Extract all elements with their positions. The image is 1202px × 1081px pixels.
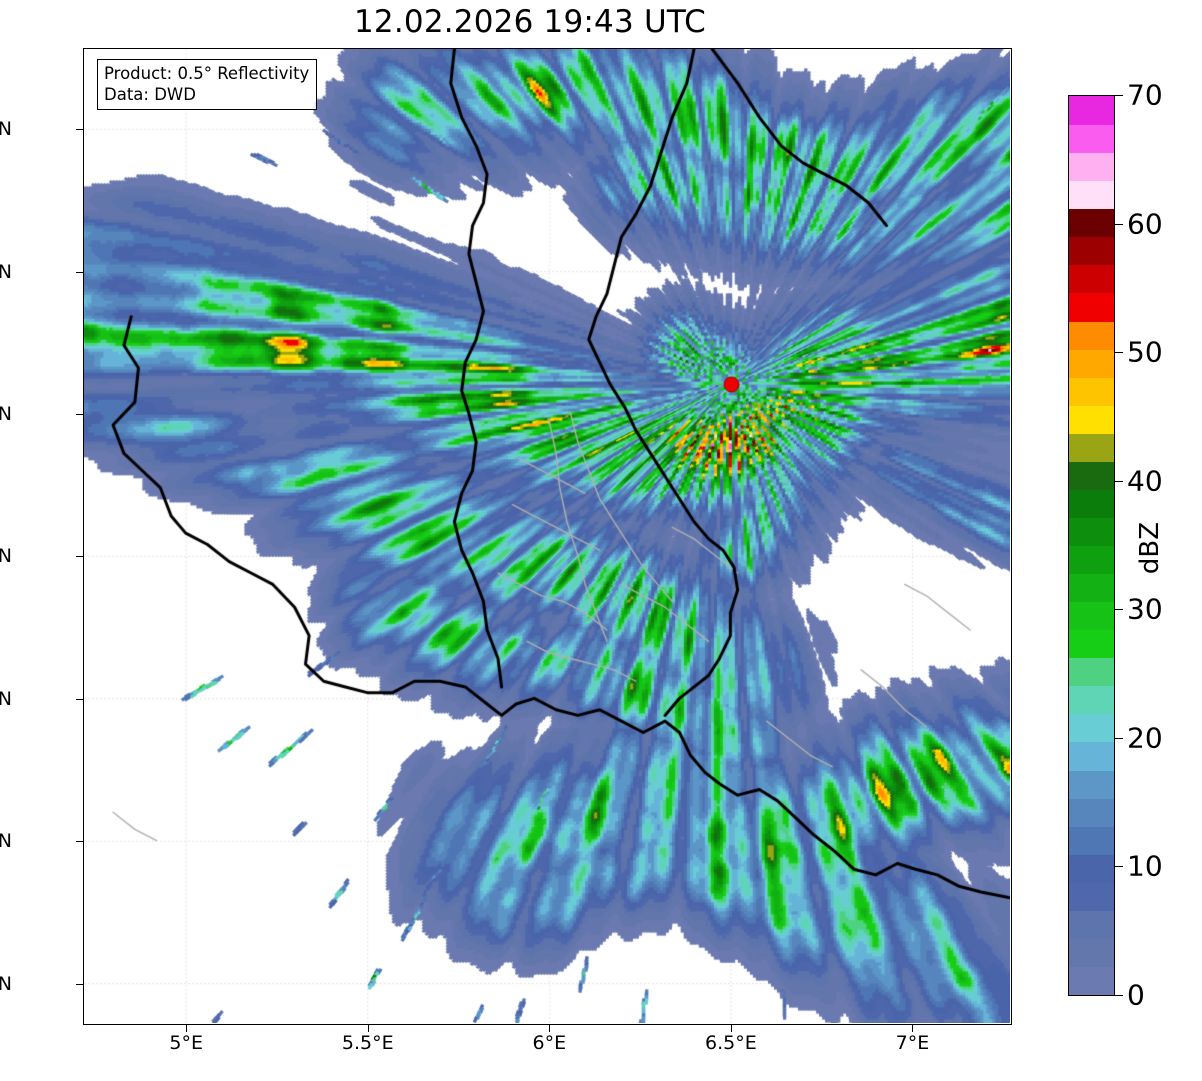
colorbar-band [1069,825,1114,855]
colorbar-band [1069,713,1114,743]
colorbar-band [1069,797,1114,827]
y-axis-tick-mark [76,414,83,416]
colorbar-band [1069,180,1114,210]
colorbar-band [1069,124,1114,154]
annotation-data-line: Data: DWD [104,85,196,105]
colorbar-tick-label: 10 [1127,849,1163,883]
colorbar-band [1069,489,1114,518]
colorbar-band [1069,769,1114,799]
radar-plot-area: Product: 0.5° Reflectivity Data: DWD [83,48,1012,1025]
x-axis-tick-mark [186,1025,188,1032]
colorbar-tick-mark [1114,609,1123,611]
colorbar [1068,95,1115,996]
colorbar-band [1069,433,1114,462]
y-axis-tick-mark [76,556,83,558]
colorbar-tick-mark [1114,737,1123,739]
colorbar-band [1069,517,1114,546]
colorbar-tick-label: 50 [1127,335,1163,369]
page-title: 12.02.2026 19:43 UTC [354,4,706,40]
x-axis-tick-mark [912,1025,914,1032]
colorbar-band [1069,573,1114,603]
colorbar-tick-mark [1114,95,1123,96]
x-axis-tick-label: 5.5°E [341,1032,394,1054]
x-axis-tick-mark [367,1025,369,1032]
colorbar-band [1069,882,1114,911]
colorbar-band [1069,376,1114,406]
colorbar-band [1069,348,1114,378]
y-axis-tick-mark [76,698,83,700]
colorbar-band [1069,264,1114,294]
x-axis-tick-label: 6°E [532,1032,567,1054]
colorbar-band [1069,320,1114,350]
colorbar-tick-mark [1114,866,1123,868]
colorbar-tick-label: 60 [1127,207,1163,241]
y-axis-tick-label: 49.75°N [0,545,12,568]
colorbar-tick-label: 0 [1127,978,1145,1012]
colorbar-band [1069,152,1114,182]
y-axis-tick-mark [76,129,83,131]
colorbar-band [1069,629,1114,659]
colorbar-band [1069,461,1114,490]
y-axis-tick-label: 50.5°N [0,118,12,141]
annotation-product-line: Product: 0.5° Reflectivity [104,64,310,83]
colorbar-band [1069,685,1114,715]
x-axis-tick-label: 6.5°E [705,1032,757,1054]
x-axis-tick-mark [549,1025,551,1032]
y-axis-tick-mark [76,271,83,273]
y-axis-tick-label: 49.5°N [0,687,12,710]
radar-reflectivity-canvas [84,49,1010,1023]
x-axis-tick-label: 5°E [169,1032,203,1054]
colorbar-band [1069,601,1114,631]
colorbar-band [1069,741,1114,771]
product-annotation-box: Product: 0.5° Reflectivity Data: DWD [97,59,318,111]
colorbar-tick-mark [1114,480,1123,482]
colorbar-band [1069,938,1114,967]
colorbar-tick-label: 30 [1127,592,1163,626]
colorbar-band [1069,910,1114,939]
y-axis-tick-label: 49.25°N [0,830,12,853]
colorbar-band [1069,208,1114,238]
y-axis-tick-mark [76,841,83,843]
colorbar-band [1069,657,1114,687]
x-axis-tick-label: 7°E [895,1032,930,1054]
colorbar-band [1069,966,1114,995]
y-axis-tick-label: 50.25°N [0,260,12,283]
colorbar-band [1069,236,1114,266]
y-axis-tick-label: 49°N [0,972,12,995]
colorbar-tick-label: 70 [1127,78,1163,112]
colorbar-tick-mark [1114,995,1123,996]
colorbar-band [1069,96,1114,126]
colorbar-tick-label: 20 [1127,721,1163,755]
colorbar-tick-mark [1114,223,1123,225]
x-axis-tick-mark [730,1025,732,1032]
colorbar-tick-mark [1114,352,1123,354]
y-axis-tick-label: 50°N [0,403,12,426]
colorbar-band [1069,292,1114,322]
colorbar-axis-label: dBZ [1135,521,1165,575]
colorbar-band [1069,854,1114,883]
y-axis-tick-mark [76,983,83,985]
colorbar-band [1069,405,1114,434]
colorbar-tick-label: 40 [1127,464,1163,498]
colorbar-band [1069,545,1114,575]
